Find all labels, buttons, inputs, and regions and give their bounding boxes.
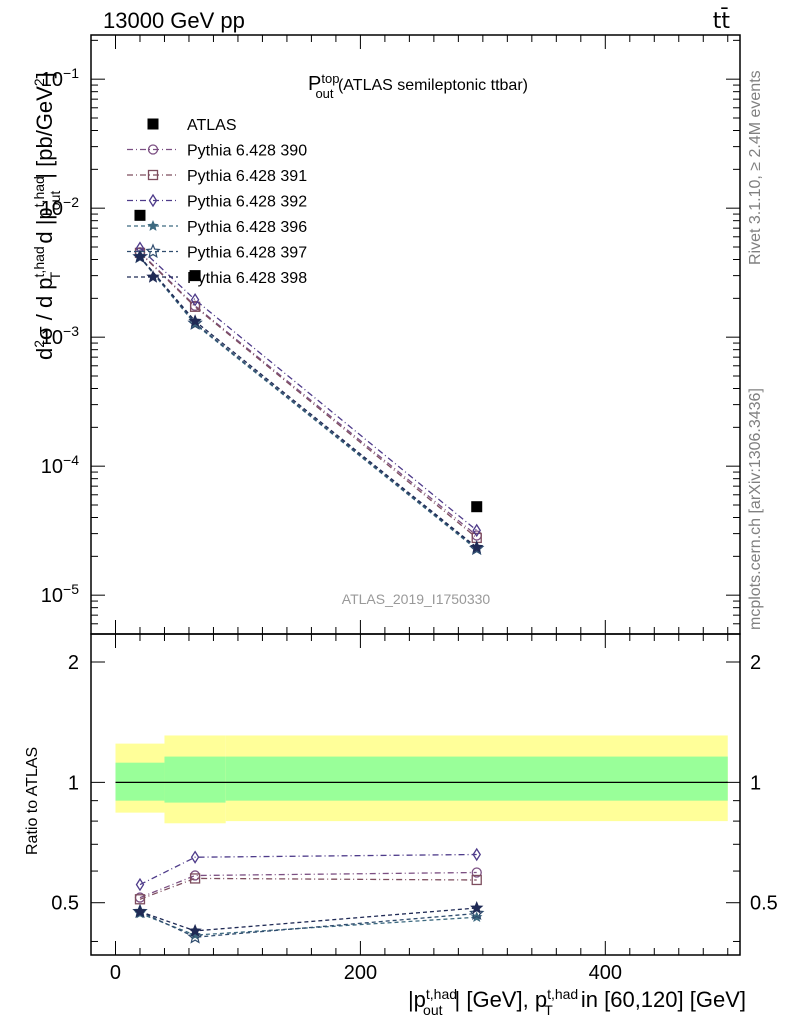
x-tick-label: 200	[344, 962, 377, 984]
series-line-main	[139, 247, 478, 531]
legend-marker	[148, 193, 158, 208]
plot-title: Ptop out (ATLAS semileptonic ttbar)	[308, 71, 528, 101]
legend-label: Pythia 6.428 390	[187, 143, 307, 160]
series-point-main	[470, 540, 484, 553]
series-point-ratio	[187, 929, 203, 944]
series-line-ratio	[139, 871, 477, 899]
series-point-ratio	[190, 850, 200, 864]
series-point-ratio	[472, 847, 481, 862]
series-line-ratio	[139, 853, 477, 886]
series-point-ratio	[189, 873, 201, 884]
y-tick-label-main: 10−5	[41, 581, 79, 607]
legend-marker	[146, 270, 160, 283]
legend-marker	[147, 169, 159, 181]
series-point-main	[472, 523, 481, 538]
ratio-plot-frame	[90, 633, 741, 956]
series-point-ratio	[469, 905, 485, 920]
x-tick-label: 400	[589, 962, 622, 984]
data-point-atlas	[134, 209, 146, 221]
x-axis-label: |pt,had out | [GeV], pt,had T in [60,120] […	[408, 986, 746, 1018]
series-line-ratio	[139, 907, 477, 932]
series-point-ratio	[471, 874, 482, 886]
series-point-main	[189, 301, 201, 312]
series-line-main	[139, 256, 478, 548]
legend-label: Pythia 6.428 397	[187, 245, 307, 262]
legend-label: ATLAS	[187, 117, 237, 134]
legend-marker	[145, 243, 161, 259]
y-tick-label-ratio-right: 0.5	[750, 893, 778, 915]
legend-marker	[147, 220, 159, 231]
analysis-watermark: ATLAS_2019_I1750330	[342, 591, 491, 607]
series-point-main	[133, 249, 147, 263]
series-line-ratio	[139, 912, 477, 936]
series-point-ratio	[471, 867, 482, 878]
series-point-ratio	[135, 877, 145, 892]
process-label: tt̄	[713, 8, 731, 34]
series-point-ratio	[470, 901, 484, 914]
series-point-main	[188, 314, 202, 327]
data-point-atlas	[471, 501, 483, 513]
y-tick-label-ratio: 1	[68, 772, 79, 794]
rivet-label: Rivet 3.1.10, ≥ 2.4M events	[747, 70, 764, 265]
uncertainty-band-inner	[115, 762, 165, 801]
series-point-ratio	[188, 923, 202, 937]
y-axis-label-ratio: Ratio to ATLAS	[24, 747, 41, 855]
data-point-atlas	[189, 270, 201, 282]
y-tick-label-main: 10−3	[41, 323, 79, 349]
y-axis-label-main: d2σ / d pt,hadT d |pt,hadout| [pb/GeV2]	[31, 72, 63, 360]
mcplots-label: mcplots.cern.ch [arXiv:1306.3436]	[747, 388, 764, 630]
legend-label: Pythia 6.428 396	[187, 219, 307, 236]
legend-label: Pythia 6.428 392	[187, 194, 307, 211]
y-tick-label-ratio-right: 2	[750, 652, 761, 674]
y-tick-label-main: 10−2	[41, 194, 79, 220]
series-point-main	[187, 315, 203, 330]
legend-label: Pythia 6.428 398	[187, 270, 307, 287]
energy-label: 13000 GeV pp	[103, 8, 245, 33]
y-tick-label-main: 10−1	[41, 65, 79, 91]
legend-marker	[147, 144, 159, 155]
series-point-ratio	[133, 904, 147, 918]
series-point-ratio	[189, 870, 201, 881]
series-point-main	[190, 293, 200, 307]
y-tick-label-ratio: 0.5	[51, 893, 79, 915]
legend-marker	[147, 118, 159, 130]
legend-label: Pythia 6.428 391	[187, 168, 307, 185]
y-tick-label-ratio: 2	[68, 652, 79, 674]
y-tick-label-main: 10−4	[41, 452, 79, 478]
x-tick-label: 0	[110, 962, 121, 984]
y-tick-label-ratio-right: 1	[750, 772, 761, 794]
uncertainty-band-inner	[225, 756, 728, 801]
uncertainty-band-inner	[164, 756, 226, 803]
